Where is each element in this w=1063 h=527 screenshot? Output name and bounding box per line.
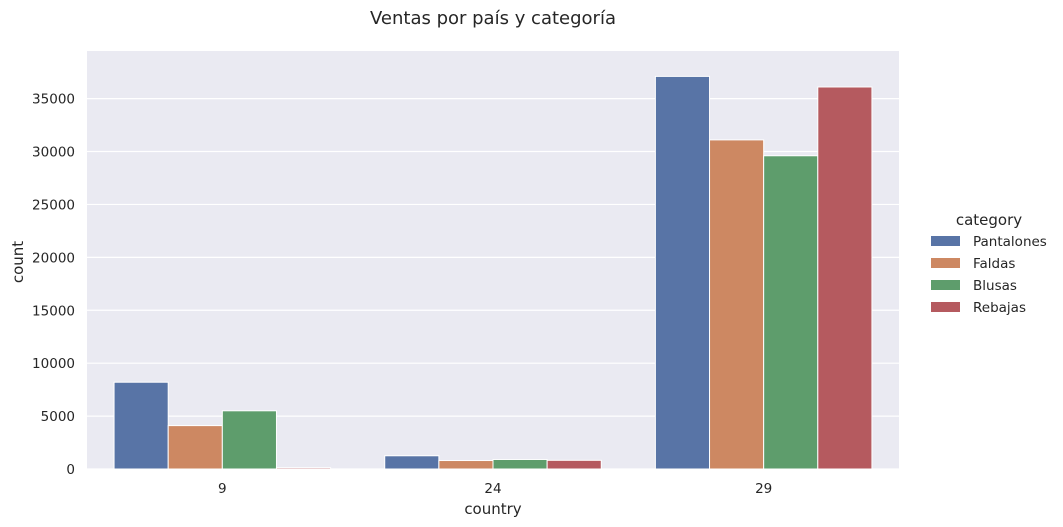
legend: category Pantalones Faldas Blusas Rebajas [931, 211, 1047, 316]
y-tick-label: 30000 [32, 145, 75, 161]
legend-label-rebajas: Rebajas [973, 300, 1026, 316]
bar-pantalones-24 [384, 455, 440, 470]
y-tick-label: 10000 [32, 356, 75, 372]
bar-blusas-24 [492, 458, 548, 470]
legend-swatch-faldas [931, 258, 960, 268]
legend-title: category [956, 211, 1022, 229]
legend-label-blusas: Blusas [973, 278, 1017, 294]
legend-swatch-blusas [931, 280, 960, 290]
y-axis-ticks: 0 5000 10000 15000 20000 25000 30000 35000 [32, 92, 75, 478]
legend-label-faldas: Faldas [973, 256, 1015, 272]
y-tick-label: 15000 [32, 303, 75, 319]
bar-rebajas-24 [546, 459, 602, 470]
x-axis-label: country [464, 500, 521, 518]
x-tick-label: 9 [218, 481, 227, 497]
x-tick-label: 29 [755, 481, 772, 497]
bar-pantalones-29 [654, 75, 711, 470]
x-axis-ticks: 9 24 29 [218, 481, 772, 497]
y-tick-label: 35000 [32, 92, 75, 108]
bars [113, 75, 873, 470]
y-tick-label: 0 [66, 462, 75, 478]
bar-blusas-29 [763, 155, 819, 470]
x-tick-label: 24 [484, 481, 501, 497]
y-tick-label: 20000 [32, 250, 75, 266]
legend-label-pantalones: Pantalones [973, 234, 1047, 250]
bar-pantalones-9 [113, 381, 169, 470]
bar-rebajas-9 [275, 467, 332, 470]
y-axis-label: count [9, 241, 27, 283]
y-tick-label: 5000 [41, 409, 75, 425]
y-tick-label: 25000 [32, 197, 75, 213]
bar-rebajas-29 [817, 86, 873, 470]
legend-swatch-rebajas [931, 302, 960, 312]
bar-faldas-29 [709, 139, 765, 470]
bar-blusas-9 [221, 410, 277, 470]
bar-faldas-9 [167, 425, 223, 470]
chart-title: Ventas por país y categoría [370, 8, 616, 29]
bar-faldas-24 [438, 460, 494, 470]
legend-swatch-pantalones [931, 236, 960, 246]
